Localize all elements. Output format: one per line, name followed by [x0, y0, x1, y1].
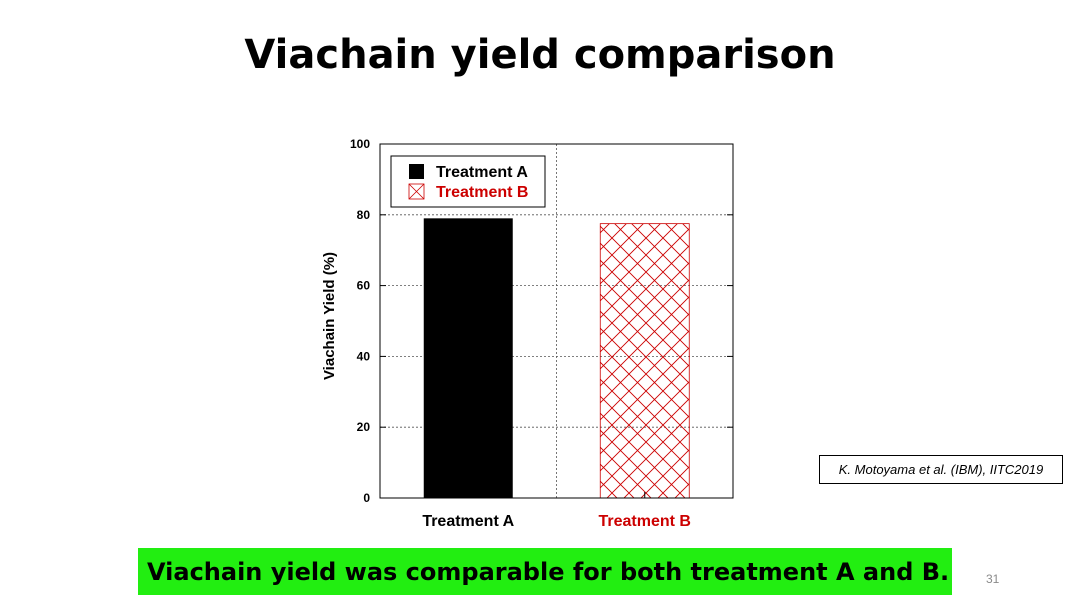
x-axis-ticks: Treatment A Treatment B [422, 492, 691, 530]
legend: Treatment A Treatment B [390, 155, 546, 208]
legend-label: Treatment B [436, 184, 528, 201]
plot-frame [379, 143, 734, 499]
conclusion-banner: Viachain yield was comparable for both t… [138, 548, 952, 595]
page-number: 31 [986, 572, 1000, 586]
y-tick-label: 80 [357, 208, 371, 222]
y-tick-label: 0 [363, 491, 370, 505]
y-axis-ticks: 0 20 40 60 80 100 [350, 137, 733, 505]
legend-swatch [408, 183, 425, 200]
slide-title: Viachain yield comparison [244, 32, 836, 78]
x-tick-label: Treatment B [599, 513, 691, 530]
gridlines [380, 144, 733, 498]
y-tick-label: 100 [350, 137, 370, 151]
citation-text: K. Motoyama et al. (IBM), IITC2019 [838, 462, 1044, 477]
legend-swatch-hatch [408, 183, 425, 200]
legend-swatch [409, 164, 424, 179]
legend-label: Treatment A [436, 164, 528, 181]
bar-treatment-a [423, 218, 513, 498]
conclusion-text: Viachain yield was comparable for both t… [147, 557, 950, 586]
y-tick-label: 40 [357, 349, 371, 363]
citation-box: K. Motoyama et al. (IBM), IITC2019 [819, 455, 1063, 484]
y-axis-label: Viachain Yield (%) [321, 252, 338, 380]
y-tick-label: 60 [357, 279, 371, 293]
bars [423, 218, 690, 499]
bar-treatment-b [599, 223, 690, 499]
x-tick-label: Treatment A [422, 513, 514, 530]
y-tick-label: 20 [357, 420, 371, 434]
